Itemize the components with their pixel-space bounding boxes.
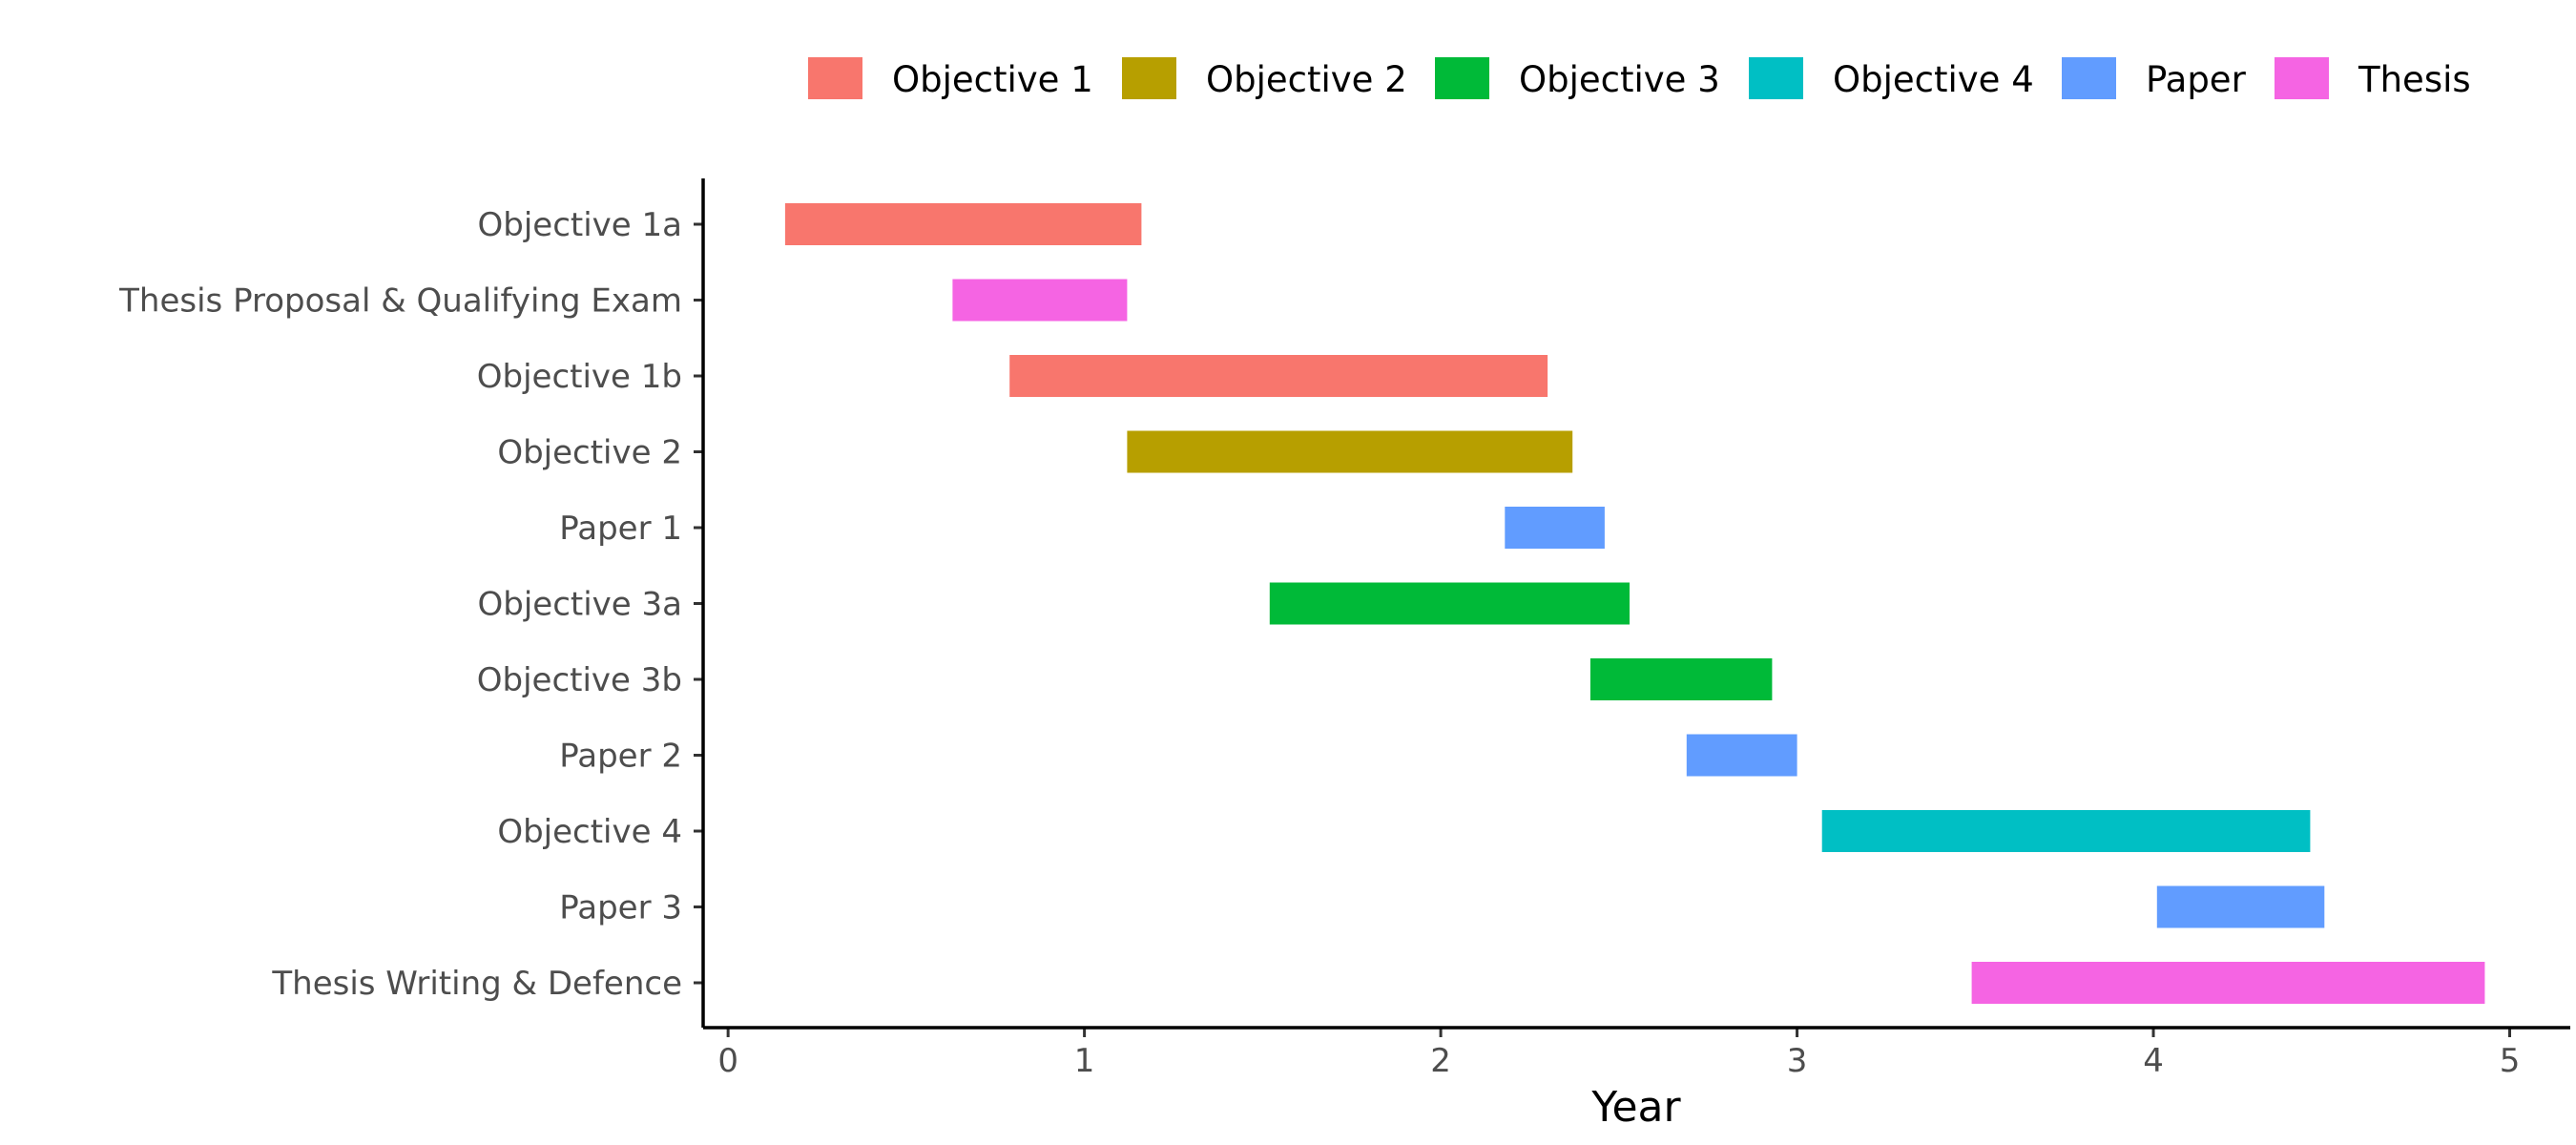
- legend-swatch: [2062, 57, 2116, 99]
- x-axis-ticks: 0 1 2 3 4 5: [717, 1028, 2520, 1080]
- y-tick-label: Objective 1b: [477, 358, 682, 396]
- legend-label: Thesis: [2358, 59, 2471, 100]
- y-tick-label: Paper 3: [559, 889, 682, 927]
- gantt-bar: [1127, 430, 1573, 473]
- gantt-bar: [1505, 507, 1605, 549]
- legend-label: Paper: [2146, 59, 2247, 100]
- y-tick-label: Objective 4: [497, 813, 682, 851]
- legend-label: Objective 4: [1833, 59, 2034, 100]
- gantt-bars: [784, 203, 2485, 1004]
- x-axis-title: Year: [1590, 1083, 1681, 1132]
- legend-swatch: [1435, 57, 1489, 99]
- x-tick-label: 4: [2143, 1042, 2164, 1080]
- gantt-bar: [1821, 810, 2311, 852]
- legend-label: Objective 3: [1519, 59, 1720, 100]
- x-tick-label: 2: [1430, 1042, 1451, 1080]
- y-tick-label: Paper 2: [559, 738, 682, 776]
- y-tick-label: Objective 2: [497, 434, 682, 472]
- y-tick-label: Thesis Proposal & Qualifying Exam: [118, 282, 682, 321]
- gantt-bar: [1589, 658, 1773, 700]
- y-axis-ticks: Objective 1a Thesis Proposal & Qualifying…: [118, 206, 703, 1003]
- legend-swatch: [1122, 57, 1176, 99]
- gantt-bar: [952, 279, 1128, 322]
- gantt-bar: [1686, 734, 1797, 777]
- y-tick-label: Objective 3a: [478, 586, 683, 624]
- x-tick-label: 0: [717, 1042, 738, 1080]
- gantt-bar: [2156, 885, 2325, 928]
- legend-label: Objective 2: [1206, 59, 1407, 100]
- legend-swatch: [2275, 57, 2329, 99]
- gantt-bar: [1269, 582, 1630, 625]
- legend-swatch: [1749, 57, 1803, 99]
- x-tick-label: 3: [1787, 1042, 1808, 1080]
- y-tick-label: Objective 3b: [477, 661, 682, 699]
- legend-label: Objective 1: [892, 59, 1093, 100]
- legend: Objective 1 Objective 2 Objective 3 Objecti…: [808, 57, 2471, 100]
- y-tick-label: Thesis Writing & Defence: [271, 965, 682, 1003]
- gantt-bar: [784, 203, 1142, 245]
- gantt-bar: [1009, 355, 1548, 397]
- y-tick-label: Paper 1: [559, 510, 682, 548]
- gantt-bar: [1971, 962, 2485, 1004]
- x-tick-label: 5: [2500, 1042, 2521, 1080]
- y-tick-label: Objective 1a: [478, 206, 683, 244]
- legend-swatch: [808, 57, 862, 99]
- x-tick-label: 1: [1074, 1042, 1095, 1080]
